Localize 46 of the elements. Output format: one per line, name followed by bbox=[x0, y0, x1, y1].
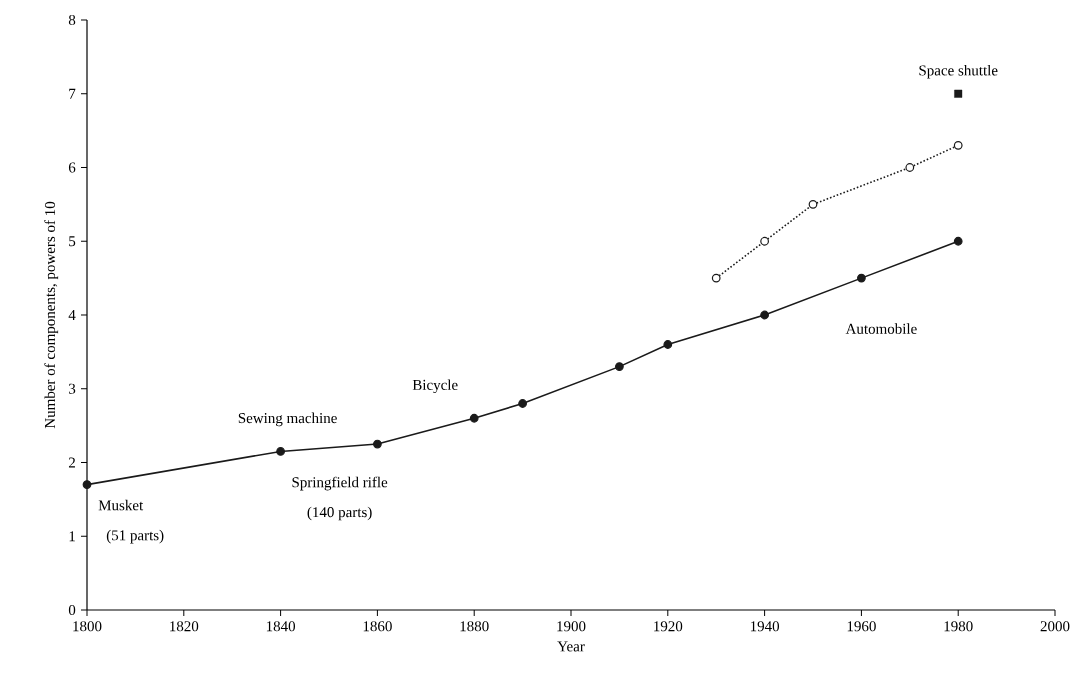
point bbox=[857, 273, 866, 283]
annotation: Bicycle bbox=[412, 379, 458, 394]
annotation: (51 parts) bbox=[106, 529, 164, 544]
y-tick-label: 4 bbox=[68, 310, 76, 320]
y-tick-label: 2 bbox=[68, 457, 75, 468]
point bbox=[663, 340, 673, 349]
point bbox=[373, 439, 382, 449]
y-axis-title: Number of components, powers of 10 bbox=[44, 201, 59, 429]
point bbox=[760, 236, 769, 246]
x-tick-label: 1820 bbox=[170, 621, 199, 632]
point bbox=[953, 236, 963, 246]
x-tick-label: 1960 bbox=[847, 621, 876, 632]
point bbox=[711, 273, 721, 283]
annotation: Springfield rifle bbox=[292, 476, 388, 491]
x-tick-label: 1980 bbox=[944, 621, 973, 632]
point bbox=[469, 413, 479, 423]
annotation: Sewing machine bbox=[238, 412, 337, 427]
point bbox=[953, 140, 963, 150]
x-tick-label: 1900 bbox=[557, 621, 586, 632]
point bbox=[760, 310, 769, 320]
y-tick-label: 3 bbox=[69, 383, 76, 394]
point bbox=[518, 399, 527, 408]
point bbox=[615, 362, 624, 372]
point bbox=[808, 199, 818, 209]
y-tick-label: 0 bbox=[68, 604, 76, 616]
point bbox=[276, 447, 285, 456]
y-tick-label: 6 bbox=[68, 162, 76, 173]
x-axis-title: Year bbox=[557, 641, 585, 652]
text: Automobile bbox=[845, 323, 917, 334]
x-tick-label: 1940 bbox=[750, 621, 780, 632]
point bbox=[82, 480, 92, 490]
y-tick-label: 5 bbox=[69, 236, 76, 247]
point bbox=[954, 89, 963, 98]
y-tick-label: 7 bbox=[69, 88, 76, 99]
series-label: Space shuttle bbox=[919, 64, 998, 79]
y-tick-label: 8 bbox=[68, 14, 76, 26]
point bbox=[905, 163, 915, 172]
x-tick-label: 1880 bbox=[460, 621, 489, 632]
x-tick-label: 1800 bbox=[73, 621, 102, 632]
x-tick-label: 2000 bbox=[1040, 621, 1070, 632]
x-tick-label: 1920 bbox=[654, 621, 683, 632]
annotation: (140 parts) bbox=[307, 506, 372, 521]
x-tick-label: 1860 bbox=[363, 621, 392, 632]
annotation: Musket bbox=[98, 499, 144, 511]
x-tick-label: 1840 bbox=[266, 621, 296, 632]
y-tick-label: 1 bbox=[69, 531, 75, 542]
